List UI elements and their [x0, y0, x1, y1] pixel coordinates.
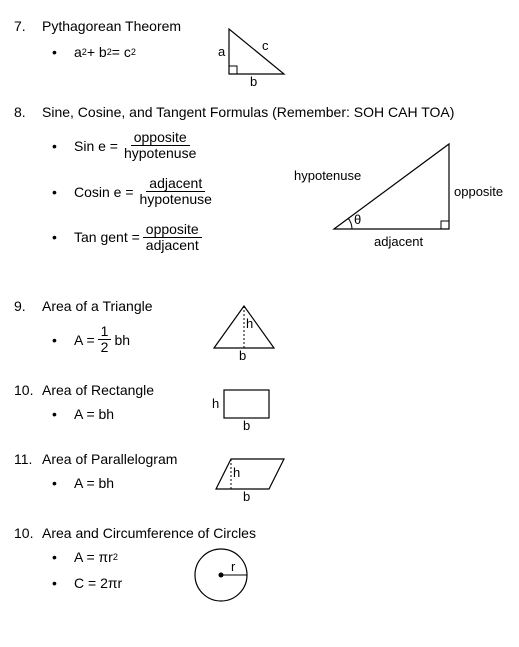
formula: a2 + b2 = c2 [74, 44, 136, 60]
section-number: 10. [14, 525, 42, 541]
section-10: 10. Area of Rectangle • A = bh h b [14, 382, 505, 437]
label-r: r [231, 559, 235, 574]
bullet-icon: • [52, 406, 74, 422]
section-number: 7. [14, 18, 42, 34]
section-number: 9. [14, 298, 42, 314]
formula-area: A = πr2 [74, 549, 118, 565]
label-a: a [218, 44, 225, 59]
section-number: 10. [14, 382, 42, 398]
label-c: c [262, 38, 269, 53]
section-title: Sine, Cosine, and Tangent Formulas (Reme… [42, 104, 454, 120]
bullet-icon: • [52, 229, 74, 245]
formula-tangent: Tan gent = oppositeadjacent [74, 222, 205, 254]
section-7: 7. Pythagorean Theorem • a2 + b2 = c2 a … [14, 18, 505, 90]
bullet-icon: • [52, 549, 74, 565]
label-b: b [243, 418, 250, 433]
section-8: 8. Sine, Cosine, and Tangent Formulas (R… [14, 104, 505, 284]
section-title: Area of Parallelogram [42, 451, 177, 467]
section-number: 11. [14, 451, 42, 467]
bullet-icon: • [52, 184, 74, 200]
parallelogram-diagram [209, 451, 294, 501]
label-b: b [250, 74, 257, 89]
section-9: 9. Area of a Triangle • A = 12bh b h [14, 298, 505, 368]
section-11: 11. Area of Parallelogram • A = bh h b [14, 451, 505, 511]
formula-sine: Sin e = oppositehypotenuse [74, 130, 202, 162]
label-b: b [243, 489, 250, 504]
formula-cosine: Cosin e = adjacenthypotenuse [74, 176, 218, 208]
formula-circumference: C = 2πr [74, 575, 122, 591]
section-title: Pythagorean Theorem [42, 18, 181, 34]
formula: A = bh [74, 406, 114, 422]
label-h: h [212, 396, 219, 411]
bullet-icon: • [52, 475, 74, 491]
label-h: h [233, 465, 240, 480]
section-title: Area and Circumference of Circles [42, 525, 256, 541]
bullet-icon: • [52, 138, 74, 154]
label-b: b [239, 348, 246, 363]
label-opposite: opposite [454, 184, 503, 199]
formula: A = 12bh [74, 324, 130, 356]
bullet-icon: • [52, 575, 74, 591]
formula: A = bh [74, 475, 114, 491]
label-theta: θ [354, 212, 361, 227]
circle-diagram [189, 543, 259, 608]
section-title: Area of a Triangle [42, 298, 153, 314]
label-h: h [246, 316, 253, 331]
bullet-icon: • [52, 44, 74, 60]
label-hypotenuse: hypotenuse [294, 168, 361, 183]
section-circles: 10. Area and Circumference of Circles • … [14, 525, 505, 615]
section-number: 8. [14, 104, 42, 120]
section-title: Area of Rectangle [42, 382, 154, 398]
label-adjacent: adjacent [374, 234, 423, 249]
bullet-icon: • [52, 332, 74, 348]
